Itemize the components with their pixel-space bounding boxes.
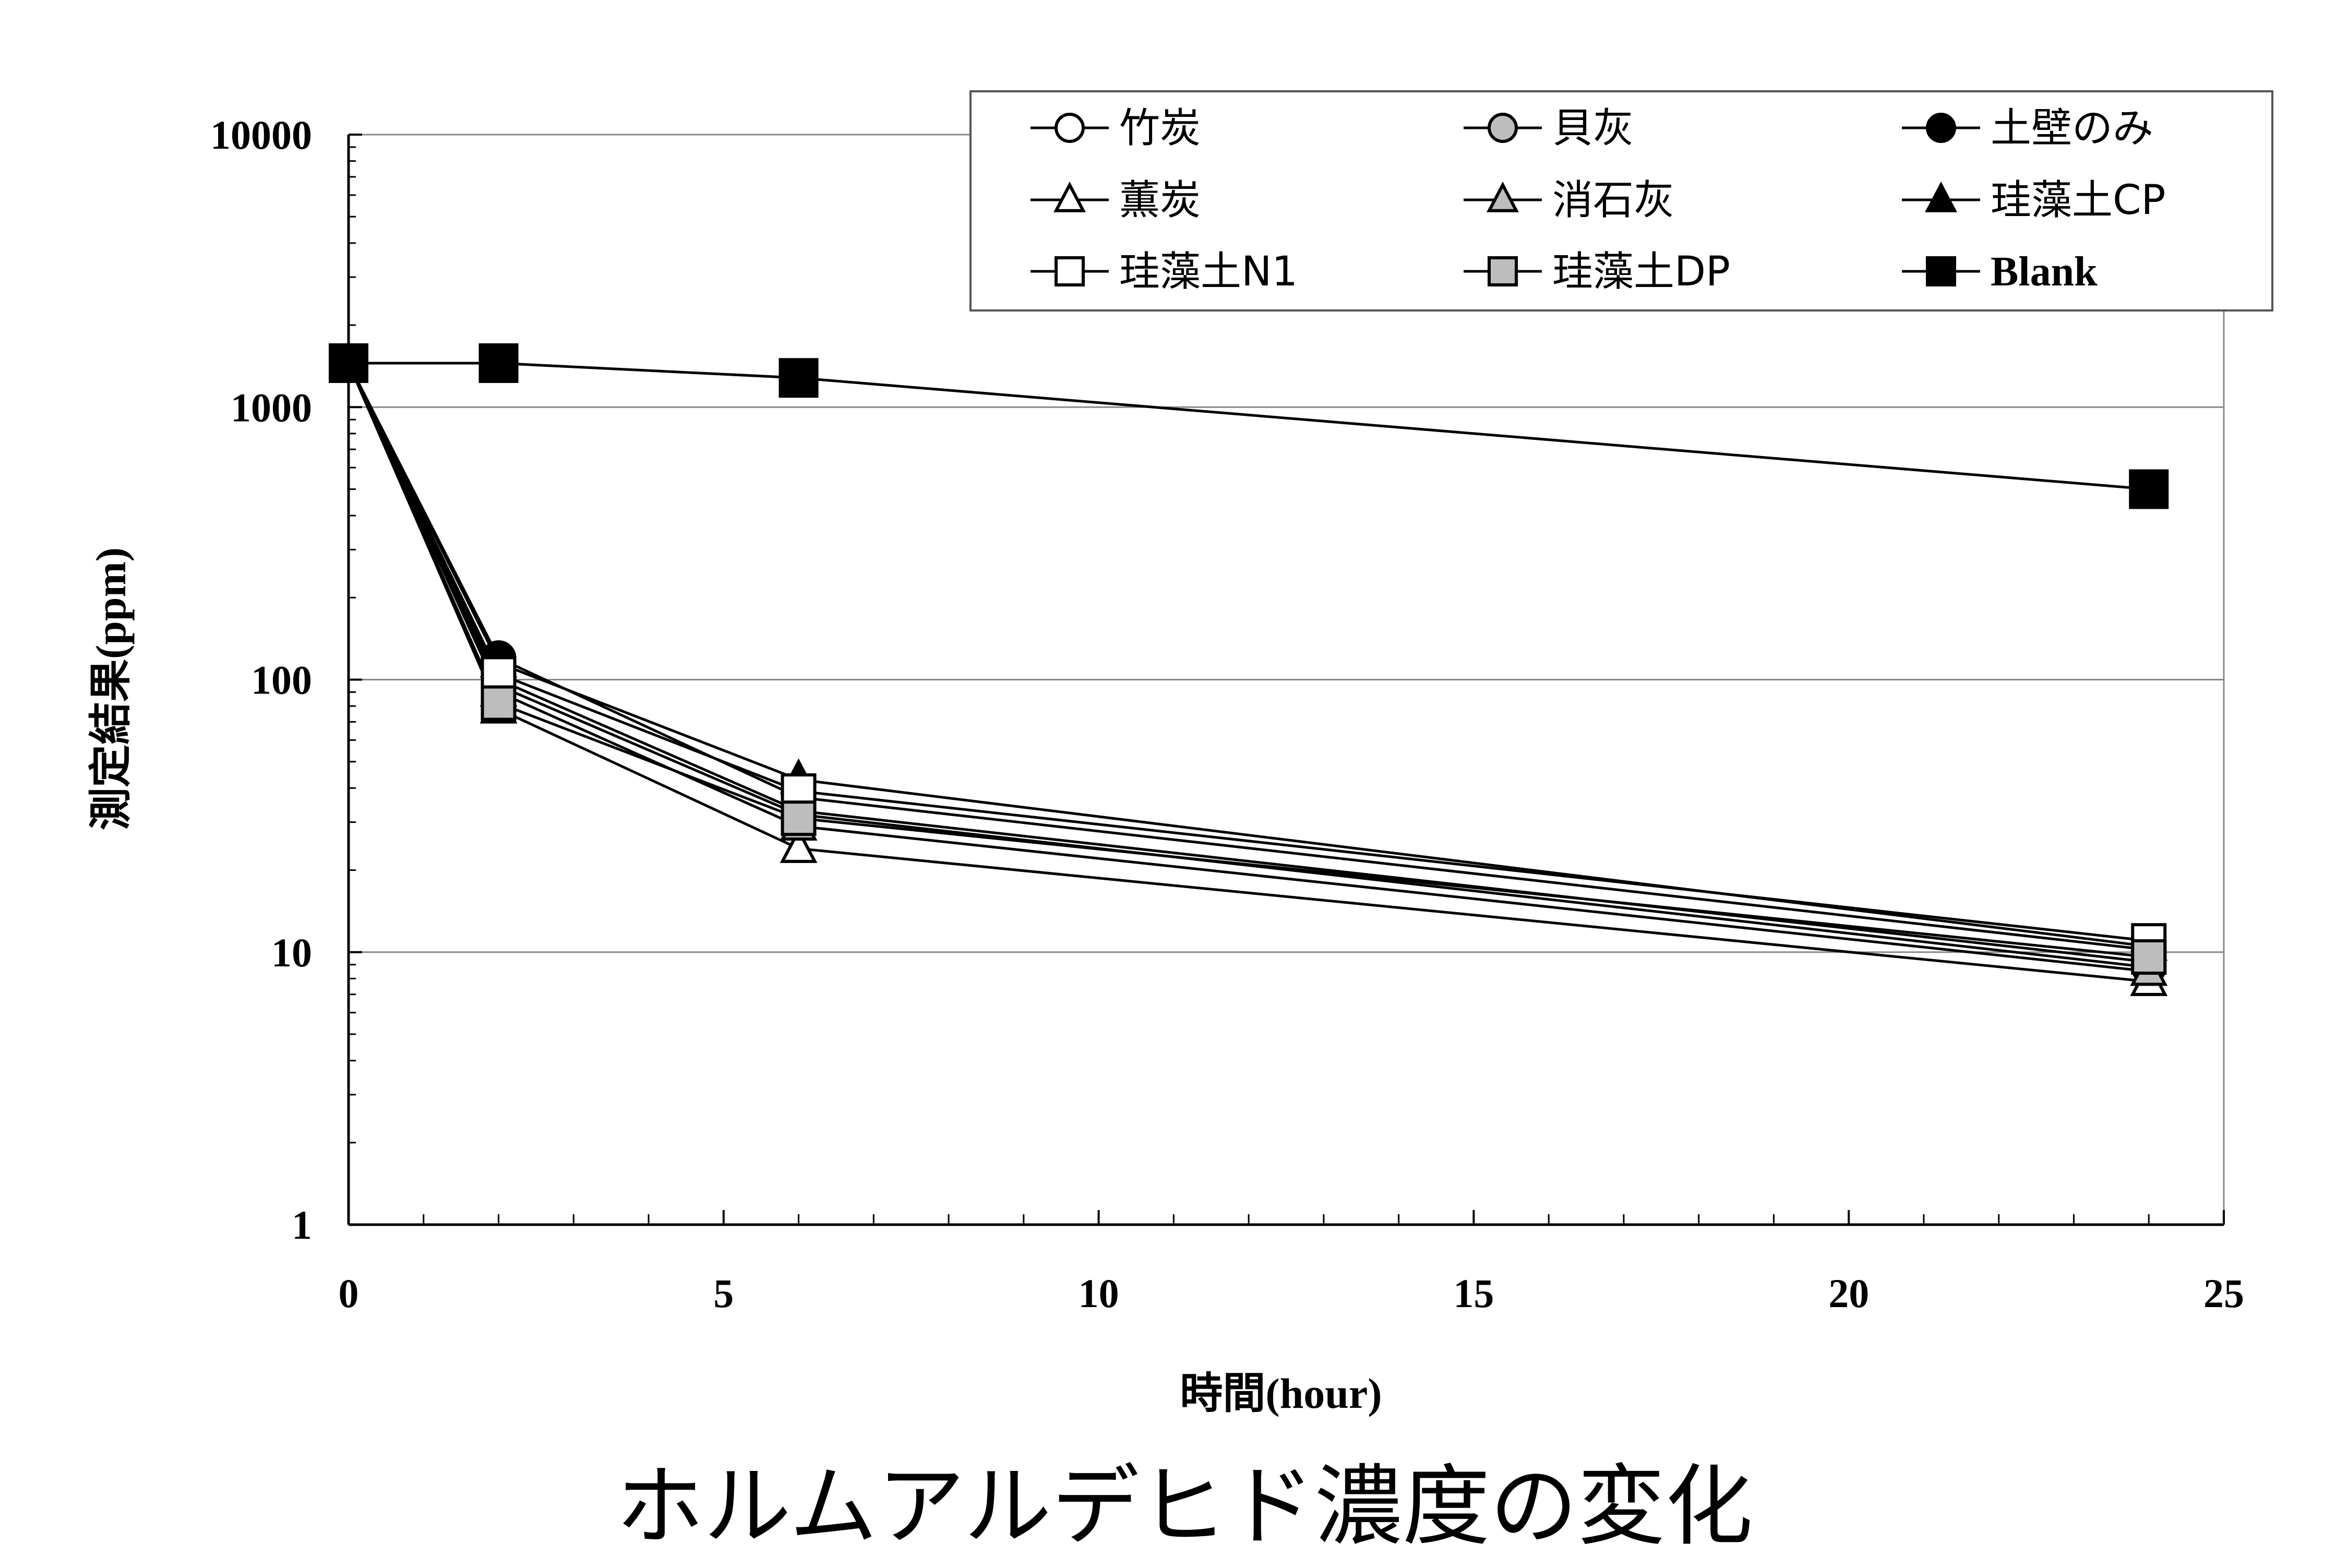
y-tick-label: 10 xyxy=(271,930,312,975)
series-line xyxy=(347,362,2149,983)
legend-marker xyxy=(1925,181,1957,212)
legend-marker xyxy=(1488,256,1518,286)
x-tick-label: 5 xyxy=(713,1271,734,1316)
figure-caption: ホルムアルデヒド濃度の変化 xyxy=(616,1455,1753,1558)
x-tick-label: 0 xyxy=(339,1271,359,1316)
legend-label: 薫炭 xyxy=(1119,177,1201,224)
series-line xyxy=(347,362,2149,973)
legend-box xyxy=(969,90,2273,312)
x-tick-label: 10 xyxy=(1079,1271,1119,1316)
y-tick-label: 1000 xyxy=(231,385,312,430)
x-tick-label: 20 xyxy=(1828,1271,1869,1316)
series-lines xyxy=(347,362,2149,983)
series-line xyxy=(347,362,2149,964)
x-axis-title: 時間(hour) xyxy=(1180,1370,1382,1417)
series-line xyxy=(347,362,2149,948)
data-point xyxy=(329,343,368,383)
data-point xyxy=(2129,469,2169,509)
series-markers xyxy=(329,342,2169,996)
y-axis-title: 測定結果(ppm) xyxy=(87,547,135,830)
y-tick-label: 100 xyxy=(251,657,312,703)
legend-marker xyxy=(1926,113,1956,143)
legend-marker xyxy=(1055,113,1085,143)
legend-label: 消石灰 xyxy=(1552,177,1674,224)
legend-marker xyxy=(1487,181,1519,212)
data-point xyxy=(780,827,818,863)
data-point xyxy=(781,800,817,836)
series-line xyxy=(347,362,2149,959)
y-tick-label: 1 xyxy=(292,1202,312,1248)
data-point xyxy=(481,685,517,721)
legend-label: 珪藻土N1 xyxy=(1119,248,1298,295)
data-point xyxy=(2131,939,2167,975)
data-point xyxy=(778,358,819,398)
legend-label: Blank xyxy=(1991,249,2098,295)
series-line xyxy=(349,362,2149,490)
legend-label: 珪藻土DP xyxy=(1552,248,1730,295)
legend-marker xyxy=(1053,181,1086,212)
legend-marker xyxy=(1055,256,1085,286)
legend-label: 貝灰 xyxy=(1552,105,1634,152)
legend-label: 珪藻土CP xyxy=(1991,177,2166,224)
legend-label: 土壁のみ xyxy=(1991,105,2153,152)
data-point xyxy=(478,343,519,383)
legend-label: 竹炭 xyxy=(1119,105,1201,152)
x-tick-label: 25 xyxy=(2203,1271,2244,1316)
y-tick-label: 10000 xyxy=(210,112,312,158)
legend-marker xyxy=(1926,256,1956,286)
data-point xyxy=(481,656,517,692)
series-line xyxy=(347,362,2149,969)
x-tick-label: 15 xyxy=(1453,1271,1494,1316)
series-line xyxy=(347,362,2149,942)
legend-marker xyxy=(1488,113,1518,143)
